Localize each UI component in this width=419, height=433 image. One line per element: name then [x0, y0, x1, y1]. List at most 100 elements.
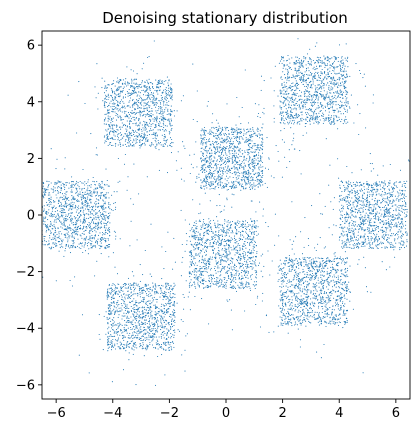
- scatter-point: [352, 222, 354, 224]
- scatter-point: [313, 66, 315, 68]
- scatter-point: [252, 169, 255, 171]
- scatter-point: [347, 240, 349, 242]
- scatter-point: [395, 181, 397, 183]
- scatter-point: [89, 237, 91, 239]
- scatter-point: [304, 102, 306, 104]
- scatter-point: [346, 101, 348, 103]
- scatter-point: [239, 136, 241, 138]
- scatter-point: [251, 147, 253, 149]
- scatter-point: [162, 102, 165, 104]
- scatter-point: [360, 190, 362, 192]
- scatter-point: [101, 231, 104, 234]
- scatter-point: [102, 100, 104, 102]
- scatter-point: [240, 123, 242, 125]
- scatter-point: [219, 144, 221, 146]
- scatter-point: [53, 201, 55, 203]
- scatter-point: [154, 117, 157, 119]
- scatter-point: [346, 216, 348, 219]
- scatter-point: [335, 101, 337, 103]
- scatter-point: [248, 148, 250, 151]
- scatter-point: [202, 181, 204, 183]
- scatter-point: [158, 112, 160, 115]
- scatter-point: [324, 66, 326, 68]
- scatter-point: [60, 203, 62, 205]
- scatter-point: [201, 140, 203, 142]
- scatter-point: [93, 238, 95, 240]
- scatter-point: [59, 247, 61, 249]
- scatter-point: [282, 93, 284, 95]
- scatter-point: [56, 182, 58, 184]
- scatter-point: [281, 82, 283, 85]
- scatter-point: [364, 239, 366, 241]
- scatter-point: [112, 91, 114, 93]
- scatter-point: [326, 93, 328, 95]
- scatter-point: [322, 112, 324, 114]
- scatter-point: [113, 132, 115, 134]
- scatter-point: [346, 73, 348, 75]
- scatter-point: [140, 111, 142, 113]
- scatter-point: [315, 94, 317, 96]
- scatter-point: [60, 212, 62, 214]
- scatter-point: [140, 134, 142, 136]
- scatter-point: [400, 194, 402, 196]
- scatter-point: [372, 204, 374, 206]
- scatter-point: [328, 61, 330, 63]
- scatter-point: [135, 142, 137, 144]
- scatter-point: [91, 212, 93, 215]
- scatter-point: [258, 154, 260, 156]
- scatter-point: [95, 198, 98, 200]
- scatter-point: [138, 106, 141, 109]
- scatter-point: [50, 212, 52, 214]
- scatter-point: [249, 155, 251, 157]
- scatter-point: [251, 133, 253, 136]
- scatter-point: [63, 199, 65, 201]
- scatter-point: [245, 165, 247, 167]
- scatter-point: [104, 184, 106, 186]
- scatter-point: [92, 237, 94, 239]
- scatter-point: [369, 245, 371, 247]
- scatter-point: [145, 126, 147, 129]
- scatter-point: [242, 171, 245, 173]
- scatter-point: [347, 228, 349, 230]
- scatter-point: [333, 121, 335, 123]
- scatter-point: [227, 136, 229, 138]
- scatter-point: [285, 118, 288, 120]
- scatter-point: [154, 89, 156, 91]
- scatter-point: [97, 228, 99, 230]
- scatter-point: [111, 97, 113, 99]
- scatter-point: [378, 238, 381, 240]
- scatter-point: [278, 62, 280, 64]
- scatter-point: [321, 88, 323, 90]
- scatter-point: [121, 105, 123, 107]
- scatter-point: [68, 237, 70, 239]
- scatter-point: [93, 236, 95, 238]
- scatter-point: [55, 239, 57, 241]
- scatter-point: [381, 243, 383, 245]
- scatter-point: [131, 135, 133, 137]
- scatter-point: [388, 189, 391, 191]
- scatter-point: [224, 185, 226, 187]
- scatter-point: [373, 217, 375, 220]
- scatter-point: [343, 80, 346, 82]
- scatter-point: [305, 89, 307, 91]
- scatter-point: [142, 89, 144, 91]
- scatter-point: [108, 96, 110, 98]
- scatter-point: [333, 115, 335, 117]
- scatter-point: [87, 194, 89, 196]
- scatter-point: [347, 213, 349, 216]
- scatter-point: [247, 128, 249, 130]
- scatter-point: [251, 161, 253, 163]
- scatter-point: [135, 140, 137, 142]
- scatter-point: [112, 120, 114, 123]
- scatter-point: [289, 62, 291, 64]
- scatter-point: [170, 110, 172, 113]
- scatter-point: [148, 107, 150, 109]
- scatter-point: [163, 127, 165, 129]
- scatter-point: [290, 77, 292, 79]
- scatter-point: [287, 100, 289, 102]
- scatter-point: [375, 191, 377, 193]
- scatter-point: [251, 169, 253, 171]
- scatter-point: [243, 128, 245, 130]
- scatter-point: [238, 116, 240, 118]
- scatter-point: [284, 123, 286, 125]
